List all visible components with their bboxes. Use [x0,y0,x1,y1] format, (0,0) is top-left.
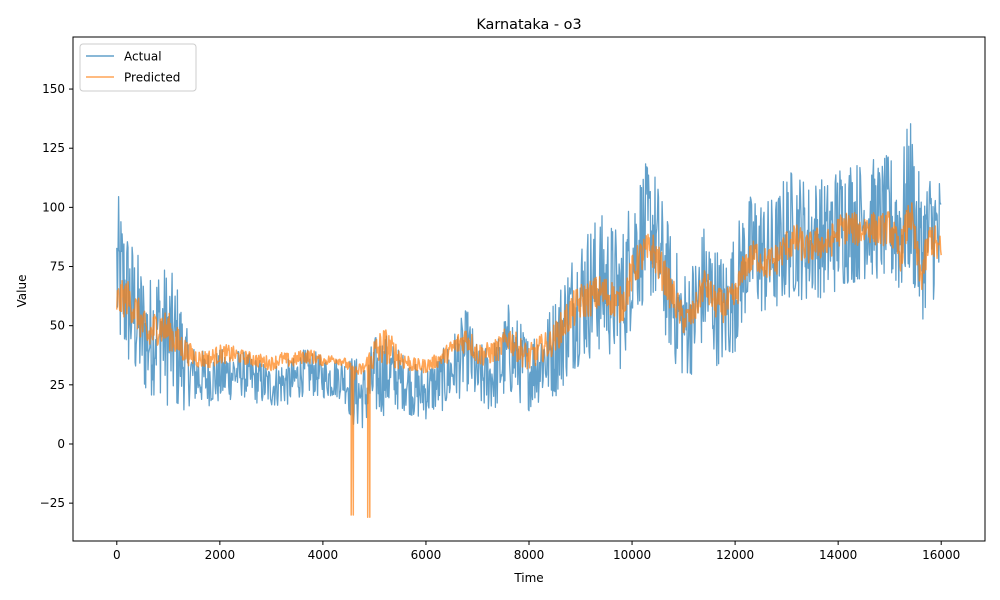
legend-label-actual: Actual [124,50,162,64]
y-tick-label: 75 [50,260,65,274]
series-line-predicted [116,202,942,519]
legend-label-predicted: Predicted [124,71,180,85]
legend: Actual Predicted [79,43,197,92]
y-tick-label: −25 [40,496,65,510]
y-tick-label: 25 [50,378,65,392]
x-tick-label: 10000 [613,548,651,562]
y-tick-label: 150 [42,82,65,96]
y-axis-label: Value [15,275,29,308]
x-tick-label: 4000 [308,548,339,562]
x-tick-label: 14000 [819,548,857,562]
x-tick-label: 12000 [716,548,754,562]
x-axis-label: Time [513,571,543,585]
plot-area [116,123,942,519]
y-tick-label: 100 [42,200,65,214]
x-tick-label: 2000 [205,548,236,562]
y-tick-label: 0 [57,437,65,451]
x-tick-label: 16000 [922,548,960,562]
y-tick-label: 50 [50,319,65,333]
x-tick-label: 6000 [411,548,442,562]
x-tick-label: 0 [113,548,121,562]
y-tick-label: 125 [42,141,65,155]
series-line-actual [116,123,942,429]
x-tick-label: 8000 [514,548,545,562]
chart-title: Karnataka - o3 [476,17,581,33]
axes: 0 2000 4000 6000 8000 10000 12000 14000 16000 −25… [40,36,986,562]
